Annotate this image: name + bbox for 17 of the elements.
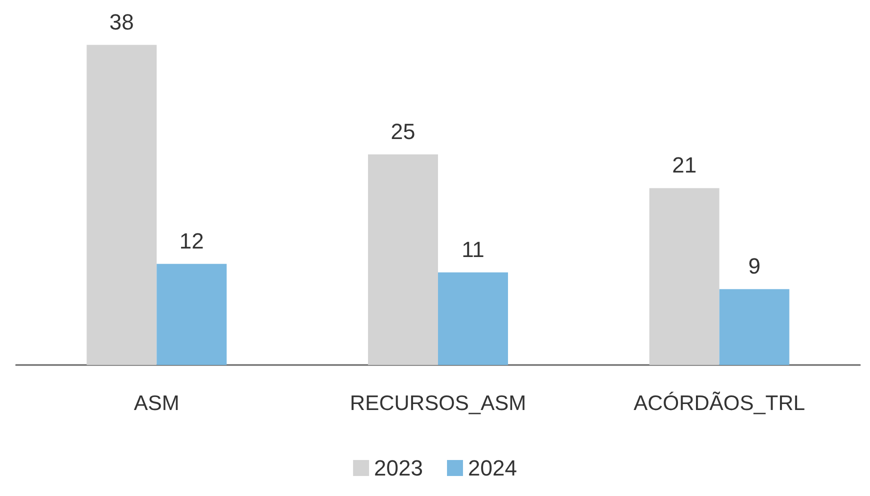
bar	[368, 154, 438, 365]
bar	[86, 44, 157, 365]
bar	[156, 264, 227, 365]
legend-label: 2023	[374, 456, 424, 480]
data-label: 12	[179, 228, 204, 254]
legend-label: 2024	[468, 456, 517, 480]
data-label: 21	[672, 152, 697, 178]
data-label: 25	[390, 118, 416, 144]
data-label: 9	[748, 254, 760, 279]
bar	[649, 188, 720, 365]
data-label: 11	[462, 236, 484, 262]
data-label: 38	[109, 9, 134, 34]
x-tick-label: RECURSOS_ASM	[350, 392, 526, 415]
x-tick-label: ACÓRDÃOS_TRL	[634, 391, 806, 415]
x-tick-label: ASM	[134, 392, 180, 415]
bar	[438, 272, 508, 365]
bar	[719, 289, 790, 365]
